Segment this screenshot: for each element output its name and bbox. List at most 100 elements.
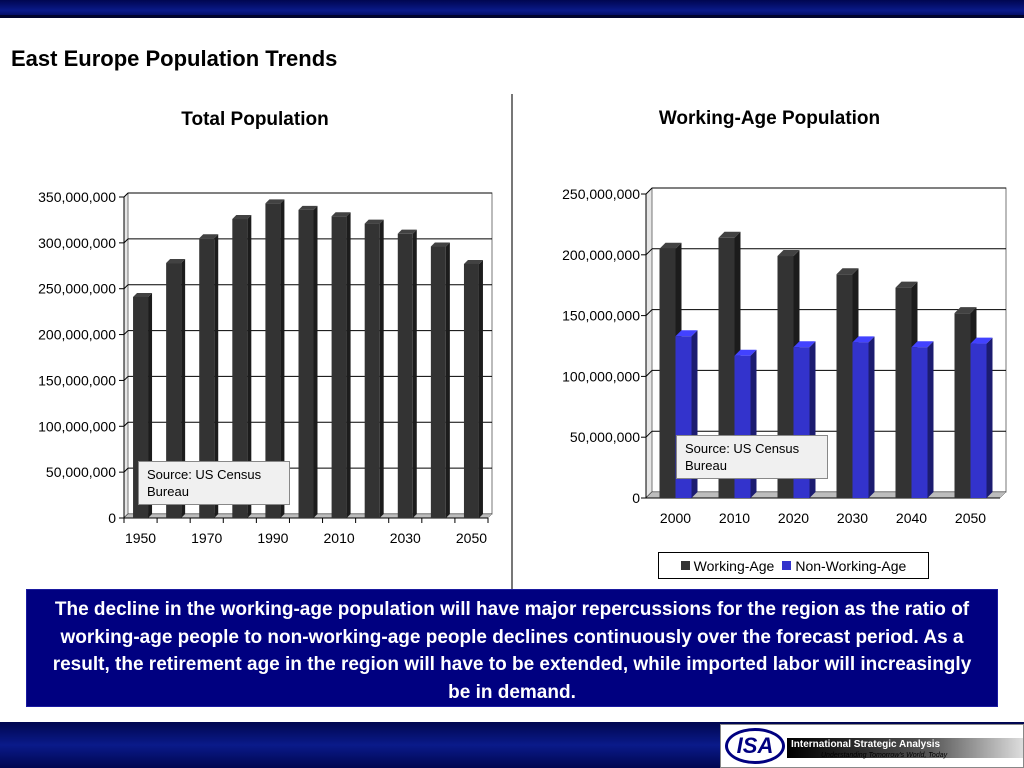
- y-tick-label: 50,000,000: [46, 464, 116, 480]
- y-tick-label: 50,000,000: [570, 429, 640, 445]
- bar-2000: [298, 209, 314, 518]
- gridline-diag: [123, 467, 129, 473]
- legend-item-working-age: Working-Age: [680, 557, 775, 574]
- bar-2000-top: [298, 205, 318, 210]
- bar-2030: [397, 233, 413, 518]
- x-tick-label: 2000: [660, 510, 691, 526]
- x-tick-label: 1970: [191, 530, 222, 546]
- y-tick-label: 200,000,000: [38, 327, 116, 343]
- bar-non-working-age-2000-top: [675, 330, 698, 337]
- x-tick-label: 2040: [896, 510, 927, 526]
- bar-non-working-age-2030-top: [852, 336, 875, 343]
- x-tick-label: 1990: [257, 530, 288, 546]
- gridline-diag: [123, 376, 129, 381]
- bar-working-age-2000-top: [659, 242, 682, 249]
- gridline-diag: [123, 238, 129, 244]
- bar-non-working-age-2040-side: [927, 341, 934, 498]
- gridline-diag: [645, 309, 653, 316]
- bar-2030-side: [412, 229, 417, 518]
- gridline-diag: [123, 330, 129, 335]
- legend-item-non-working-age: Non-Working-Age: [782, 558, 906, 574]
- bar-non-working-age-2030-side: [868, 336, 875, 498]
- legend-label-working-age: Working-Age: [693, 557, 775, 574]
- bar-1970-side: [214, 234, 219, 518]
- logo-name: International Strategic Analysis: [791, 739, 941, 750]
- bar-non-working-age-2040-top: [911, 341, 934, 348]
- bar-non-working-age-2020-top: [793, 341, 816, 348]
- bar-1990: [265, 203, 281, 519]
- x-tick-label: 2050: [456, 530, 487, 546]
- bar-2050-top: [463, 259, 483, 264]
- total-population-chart: 0 50,000,000 100,000,000 150,000,000 200,000…: [38, 189, 493, 546]
- bar-1980-top: [232, 215, 252, 220]
- logo-band: [787, 738, 1023, 758]
- x-tick-label: 2030: [837, 510, 868, 526]
- y-tick-label: 200,000,000: [562, 247, 640, 263]
- y-tick-label: 350,000,000: [38, 189, 116, 205]
- bar-working-age-2030: [836, 274, 853, 498]
- summary-callout: The decline in the working-age populatio…: [26, 589, 998, 707]
- page-title: East Europe Population Trends: [11, 46, 338, 71]
- bar-non-working-age-2030: [852, 342, 869, 498]
- plot-left-wall: [645, 187, 653, 499]
- bar-1970: [199, 238, 215, 518]
- bar-1960-top: [166, 259, 186, 264]
- bar-2020: [364, 223, 380, 518]
- gridline-diag: [645, 248, 653, 256]
- bar-1950-top: [133, 292, 153, 297]
- legend-swatch-working-age: [680, 561, 690, 570]
- bar-working-age-2030-top: [836, 268, 859, 275]
- bar-1970-top: [199, 234, 219, 239]
- bar-2010-side: [346, 212, 351, 518]
- bar-working-age-2000: [659, 248, 676, 498]
- working-age-chart: 0 50,000,000 100,000,000 150,000,000 200,000…: [562, 186, 1007, 526]
- bar-working-age-2050: [954, 313, 971, 498]
- x-tick-label: 2030: [390, 530, 421, 546]
- bar-2050: [463, 263, 479, 518]
- bar-non-working-age-2040: [911, 347, 928, 498]
- y-tick-label: 100,000,000: [38, 418, 116, 434]
- bar-2040-top: [430, 242, 450, 247]
- logo-tagline: Understanding Tomorrow's World, Today: [821, 752, 948, 759]
- bar-1990-top: [265, 199, 285, 204]
- x-tick-label: 2010: [324, 530, 355, 546]
- bar-1960-side: [181, 259, 186, 518]
- bar-working-age-2020-top: [777, 250, 800, 257]
- legend-swatch-non-working-age: [782, 561, 792, 570]
- gridline-diag: [123, 192, 129, 198]
- bar-2030-top: [397, 229, 417, 234]
- bar-1980-side: [247, 215, 252, 519]
- bar-2010-top: [331, 212, 351, 217]
- bar-2020-side: [379, 219, 384, 518]
- isa-logo: ISA International Strategic Analysis Und…: [720, 724, 1024, 768]
- bar-1980: [232, 219, 248, 519]
- logo-mark: ISA: [725, 728, 785, 764]
- source-note-working-age: Source: US Census Bureau: [676, 435, 828, 479]
- gridline-diag: [645, 370, 653, 377]
- gridline-diag: [645, 430, 653, 438]
- bar-non-working-age-2010-top: [734, 349, 757, 356]
- y-tick-label: 250,000,000: [38, 281, 116, 297]
- gridline-diag: [123, 284, 129, 290]
- bar-working-age-2010: [718, 237, 735, 498]
- bar-working-age-2040-top: [895, 281, 918, 288]
- gridline-diag: [645, 187, 653, 195]
- top-banner: [0, 0, 1024, 18]
- chart-title-total: Total Population: [181, 109, 329, 130]
- bar-2040: [430, 246, 446, 519]
- y-tick-label: 100,000,000: [562, 368, 640, 384]
- legend-label-non-working-age: Non-Working-Age: [795, 557, 907, 574]
- y-tick-label: 250,000,000: [562, 186, 640, 202]
- bar-2000-side: [313, 205, 318, 518]
- y-tick-label: 0: [108, 510, 116, 526]
- bar-working-age-2010-top: [718, 231, 741, 238]
- y-tick-label: 300,000,000: [38, 235, 116, 251]
- bar-1990-side: [280, 199, 285, 519]
- bar-non-working-age-2050-side: [986, 337, 993, 498]
- y-tick-label: 150,000,000: [562, 308, 640, 324]
- y-tick-label: 0: [632, 490, 640, 506]
- bar-2050-side: [478, 259, 483, 518]
- bar-working-age-2040: [895, 287, 912, 498]
- bar-working-age-2050-top: [954, 307, 977, 314]
- bar-non-working-age-2050-top: [970, 337, 993, 344]
